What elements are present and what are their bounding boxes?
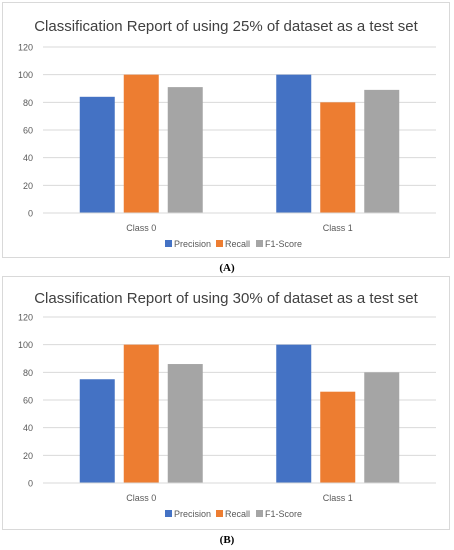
- legend-swatch: [256, 510, 263, 517]
- caption-b: (B): [0, 534, 454, 546]
- y-tick-label: 120: [18, 313, 33, 323]
- y-tick-label: 0: [28, 209, 33, 219]
- bar-f1-score-class-1: [364, 372, 400, 483]
- chart-panel-b: Classification Report of using 30% of da…: [2, 276, 450, 530]
- bar-recall-class-0: [123, 74, 159, 214]
- bar-precision-class-0: [79, 96, 115, 213]
- x-category-label: Class 0: [126, 223, 156, 233]
- chart-a: Classification Report of using 25% of da…: [18, 18, 436, 249]
- x-category-label: Class 1: [323, 223, 353, 233]
- y-tick-label: 0: [28, 479, 33, 489]
- chart-b: Classification Report of using 30% of da…: [18, 290, 436, 519]
- caption-a: (A): [0, 262, 454, 274]
- legend-label: Precision: [174, 509, 211, 519]
- legend-label: Precision: [174, 239, 211, 249]
- bar-f1-score-class-0: [167, 364, 203, 483]
- bar-recall-class-0: [123, 344, 159, 483]
- y-tick-label: 60: [23, 126, 33, 136]
- y-tick-label: 100: [18, 70, 33, 80]
- y-tick-label: 100: [18, 340, 33, 350]
- legend-swatch: [165, 510, 172, 517]
- legend-swatch: [165, 240, 172, 247]
- bar-precision-class-0: [79, 379, 115, 483]
- chart-title: Classification Report of using 30% of da…: [34, 290, 418, 307]
- y-tick-label: 40: [23, 423, 33, 433]
- y-tick-label: 20: [23, 181, 33, 191]
- legend-label: Recall: [225, 509, 250, 519]
- bar-recall-class-1: [320, 102, 356, 213]
- legend-swatch: [216, 240, 223, 247]
- y-tick-label: 120: [18, 43, 33, 53]
- y-tick-label: 80: [23, 98, 33, 108]
- x-category-label: Class 0: [126, 493, 156, 503]
- y-tick-label: 80: [23, 368, 33, 378]
- caption-a-text: (A): [219, 262, 235, 274]
- y-tick-label: 60: [23, 396, 33, 406]
- y-tick-label: 40: [23, 153, 33, 163]
- y-tick-label: 20: [23, 451, 33, 461]
- chart-title: Classification Report of using 25% of da…: [34, 18, 418, 35]
- legend-label: F1-Score: [265, 239, 302, 249]
- legend-swatch: [256, 240, 263, 247]
- bar-recall-class-1: [320, 391, 356, 483]
- x-category-label: Class 1: [323, 493, 353, 503]
- legend-swatch: [216, 510, 223, 517]
- legend-label: Recall: [225, 239, 250, 249]
- bar-precision-class-1: [276, 74, 312, 214]
- bar-precision-class-1: [276, 344, 312, 483]
- bar-f1-score-class-1: [364, 89, 400, 213]
- caption-b-text: (B): [219, 534, 235, 546]
- legend-label: F1-Score: [265, 509, 302, 519]
- chart-panel-a: Classification Report of using 25% of da…: [2, 2, 450, 258]
- bar-f1-score-class-0: [167, 87, 203, 213]
